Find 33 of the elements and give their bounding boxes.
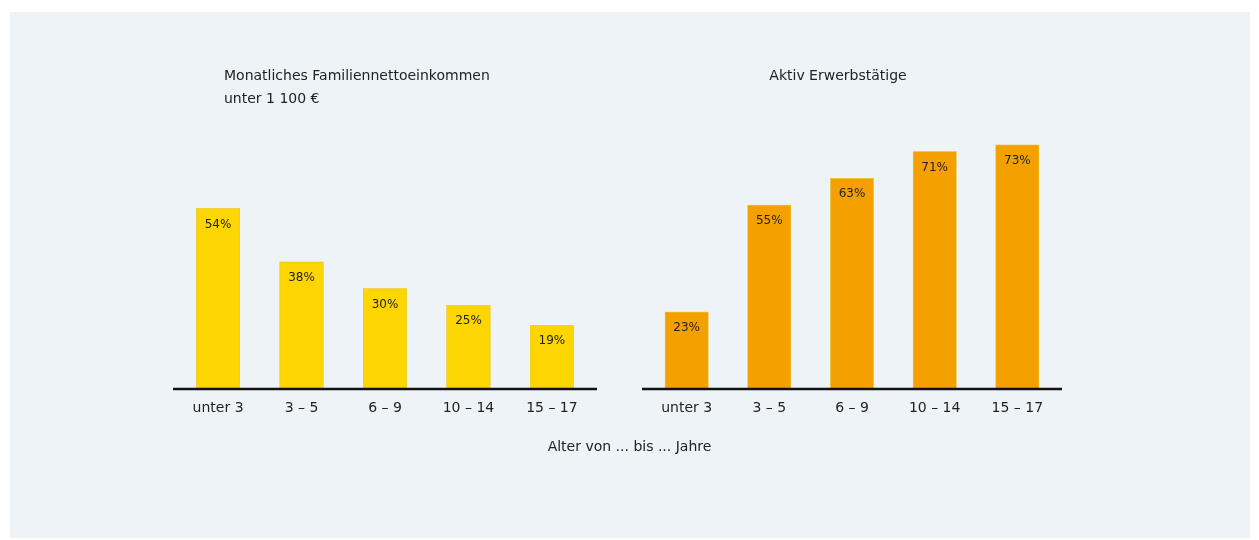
- x-tick-label: 15 – 17: [526, 399, 578, 415]
- data-label: 63%: [838, 186, 866, 201]
- bar: [446, 305, 491, 390]
- bar: [279, 261, 324, 390]
- data-label: 25%: [455, 313, 482, 328]
- x-tick-label: 15 – 17: [991, 399, 1044, 415]
- bar: [196, 208, 241, 390]
- data-label: 55%: [755, 213, 783, 228]
- bar: [529, 325, 574, 390]
- x-tick-label: unter 3: [661, 399, 713, 415]
- chart-title: Monatliches Familiennettoeinkommen unter 1 100 €: [224, 67, 490, 106]
- x-tick-label: 6 – 9: [368, 399, 402, 415]
- data-label: 73%: [1004, 153, 1031, 167]
- bar: [995, 144, 1040, 390]
- bar: [747, 204, 792, 390]
- data-label: 19%: [538, 333, 566, 348]
- bar: [363, 288, 407, 390]
- x-tick-label: 3 – 5: [752, 399, 787, 415]
- data-label: 30%: [371, 296, 399, 311]
- x-axis-title: Alter von ... bis ... Jahre: [547, 438, 712, 454]
- data-label: 71%: [921, 159, 949, 174]
- bar: [830, 178, 874, 390]
- x-tick-label: 3 – 5: [284, 399, 319, 415]
- bar: [912, 151, 957, 390]
- x-tick-label: 6 – 9: [835, 399, 869, 415]
- chart-title: Aktiv Erwerbstätige: [769, 67, 907, 83]
- x-tick-label: 10 – 14: [442, 399, 495, 415]
- data-label: 23%: [673, 320, 700, 335]
- data-label: 54%: [204, 216, 232, 231]
- bar: [664, 311, 709, 390]
- data-label: 38%: [288, 269, 315, 284]
- x-tick-label: unter 3: [192, 399, 244, 415]
- x-tick-label: 10 – 14: [908, 399, 961, 415]
